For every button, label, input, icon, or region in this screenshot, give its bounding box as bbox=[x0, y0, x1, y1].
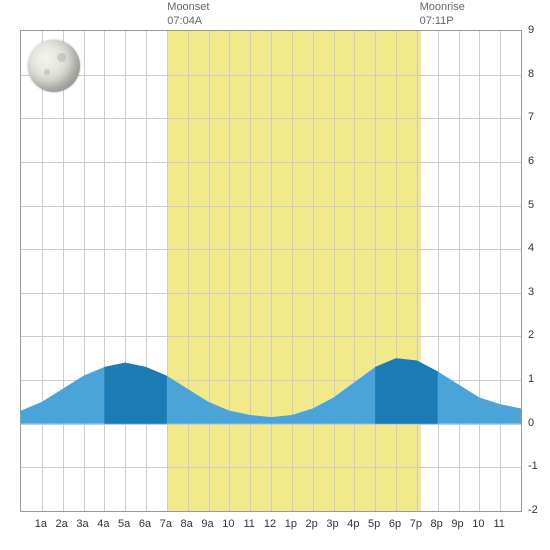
y-tick-label: -2 bbox=[528, 504, 538, 516]
moonset-title: Moonset bbox=[167, 0, 209, 14]
x-tick-label: 4p bbox=[347, 518, 359, 530]
x-tick-label: 12 bbox=[264, 518, 276, 530]
x-tick-label: 8p bbox=[431, 518, 443, 530]
y-tick-label: 2 bbox=[528, 329, 534, 341]
x-tick-label: 7a bbox=[160, 518, 172, 530]
x-tick-label: 2a bbox=[56, 518, 68, 530]
moonset-annotation: Moonset07:04A bbox=[167, 0, 209, 29]
x-tick-label: 8a bbox=[181, 518, 193, 530]
x-tick-label: 6p bbox=[389, 518, 401, 530]
tide-chart: 1a2a3a4a5a6a7a8a9a1011121p2p3p4p5p6p7p8p… bbox=[0, 0, 550, 550]
plot-area bbox=[20, 30, 522, 512]
x-tick-label: 5a bbox=[118, 518, 130, 530]
y-tick-label: 9 bbox=[528, 24, 534, 36]
x-tick-label: 7p bbox=[410, 518, 422, 530]
moonrise-annotation: Moonrise07:11P bbox=[420, 0, 465, 29]
x-tick-label: 6a bbox=[139, 518, 151, 530]
y-tick-label: 6 bbox=[528, 155, 534, 167]
x-tick-label: 10 bbox=[222, 518, 234, 530]
tide-curve bbox=[21, 31, 521, 511]
y-tick-label: -1 bbox=[528, 460, 538, 472]
y-tick-label: 3 bbox=[528, 286, 534, 298]
x-tick-label: 3a bbox=[76, 518, 88, 530]
y-tick-label: 7 bbox=[528, 111, 534, 123]
moonrise-title: Moonrise bbox=[420, 0, 465, 14]
x-tick-label: 1p bbox=[285, 518, 297, 530]
y-tick-label: 1 bbox=[528, 373, 534, 385]
moon-icon bbox=[28, 40, 80, 92]
y-tick-label: 4 bbox=[528, 242, 534, 254]
x-tick-label: 11 bbox=[243, 518, 254, 530]
moonrise-time: 07:11P bbox=[420, 14, 465, 28]
x-tick-label: 3p bbox=[326, 518, 338, 530]
x-tick-label: 4a bbox=[97, 518, 109, 530]
x-tick-label: 1a bbox=[35, 518, 47, 530]
x-tick-label: 11 bbox=[493, 518, 504, 530]
x-tick-label: 9a bbox=[201, 518, 213, 530]
x-tick-label: 9p bbox=[451, 518, 463, 530]
moonset-time: 07:04A bbox=[167, 14, 209, 28]
x-tick-label: 5p bbox=[368, 518, 380, 530]
y-tick-label: 5 bbox=[528, 199, 534, 211]
x-tick-label: 10 bbox=[472, 518, 484, 530]
y-tick-label: 8 bbox=[528, 68, 534, 80]
y-tick-label: 0 bbox=[528, 417, 534, 429]
x-tick-label: 2p bbox=[306, 518, 318, 530]
